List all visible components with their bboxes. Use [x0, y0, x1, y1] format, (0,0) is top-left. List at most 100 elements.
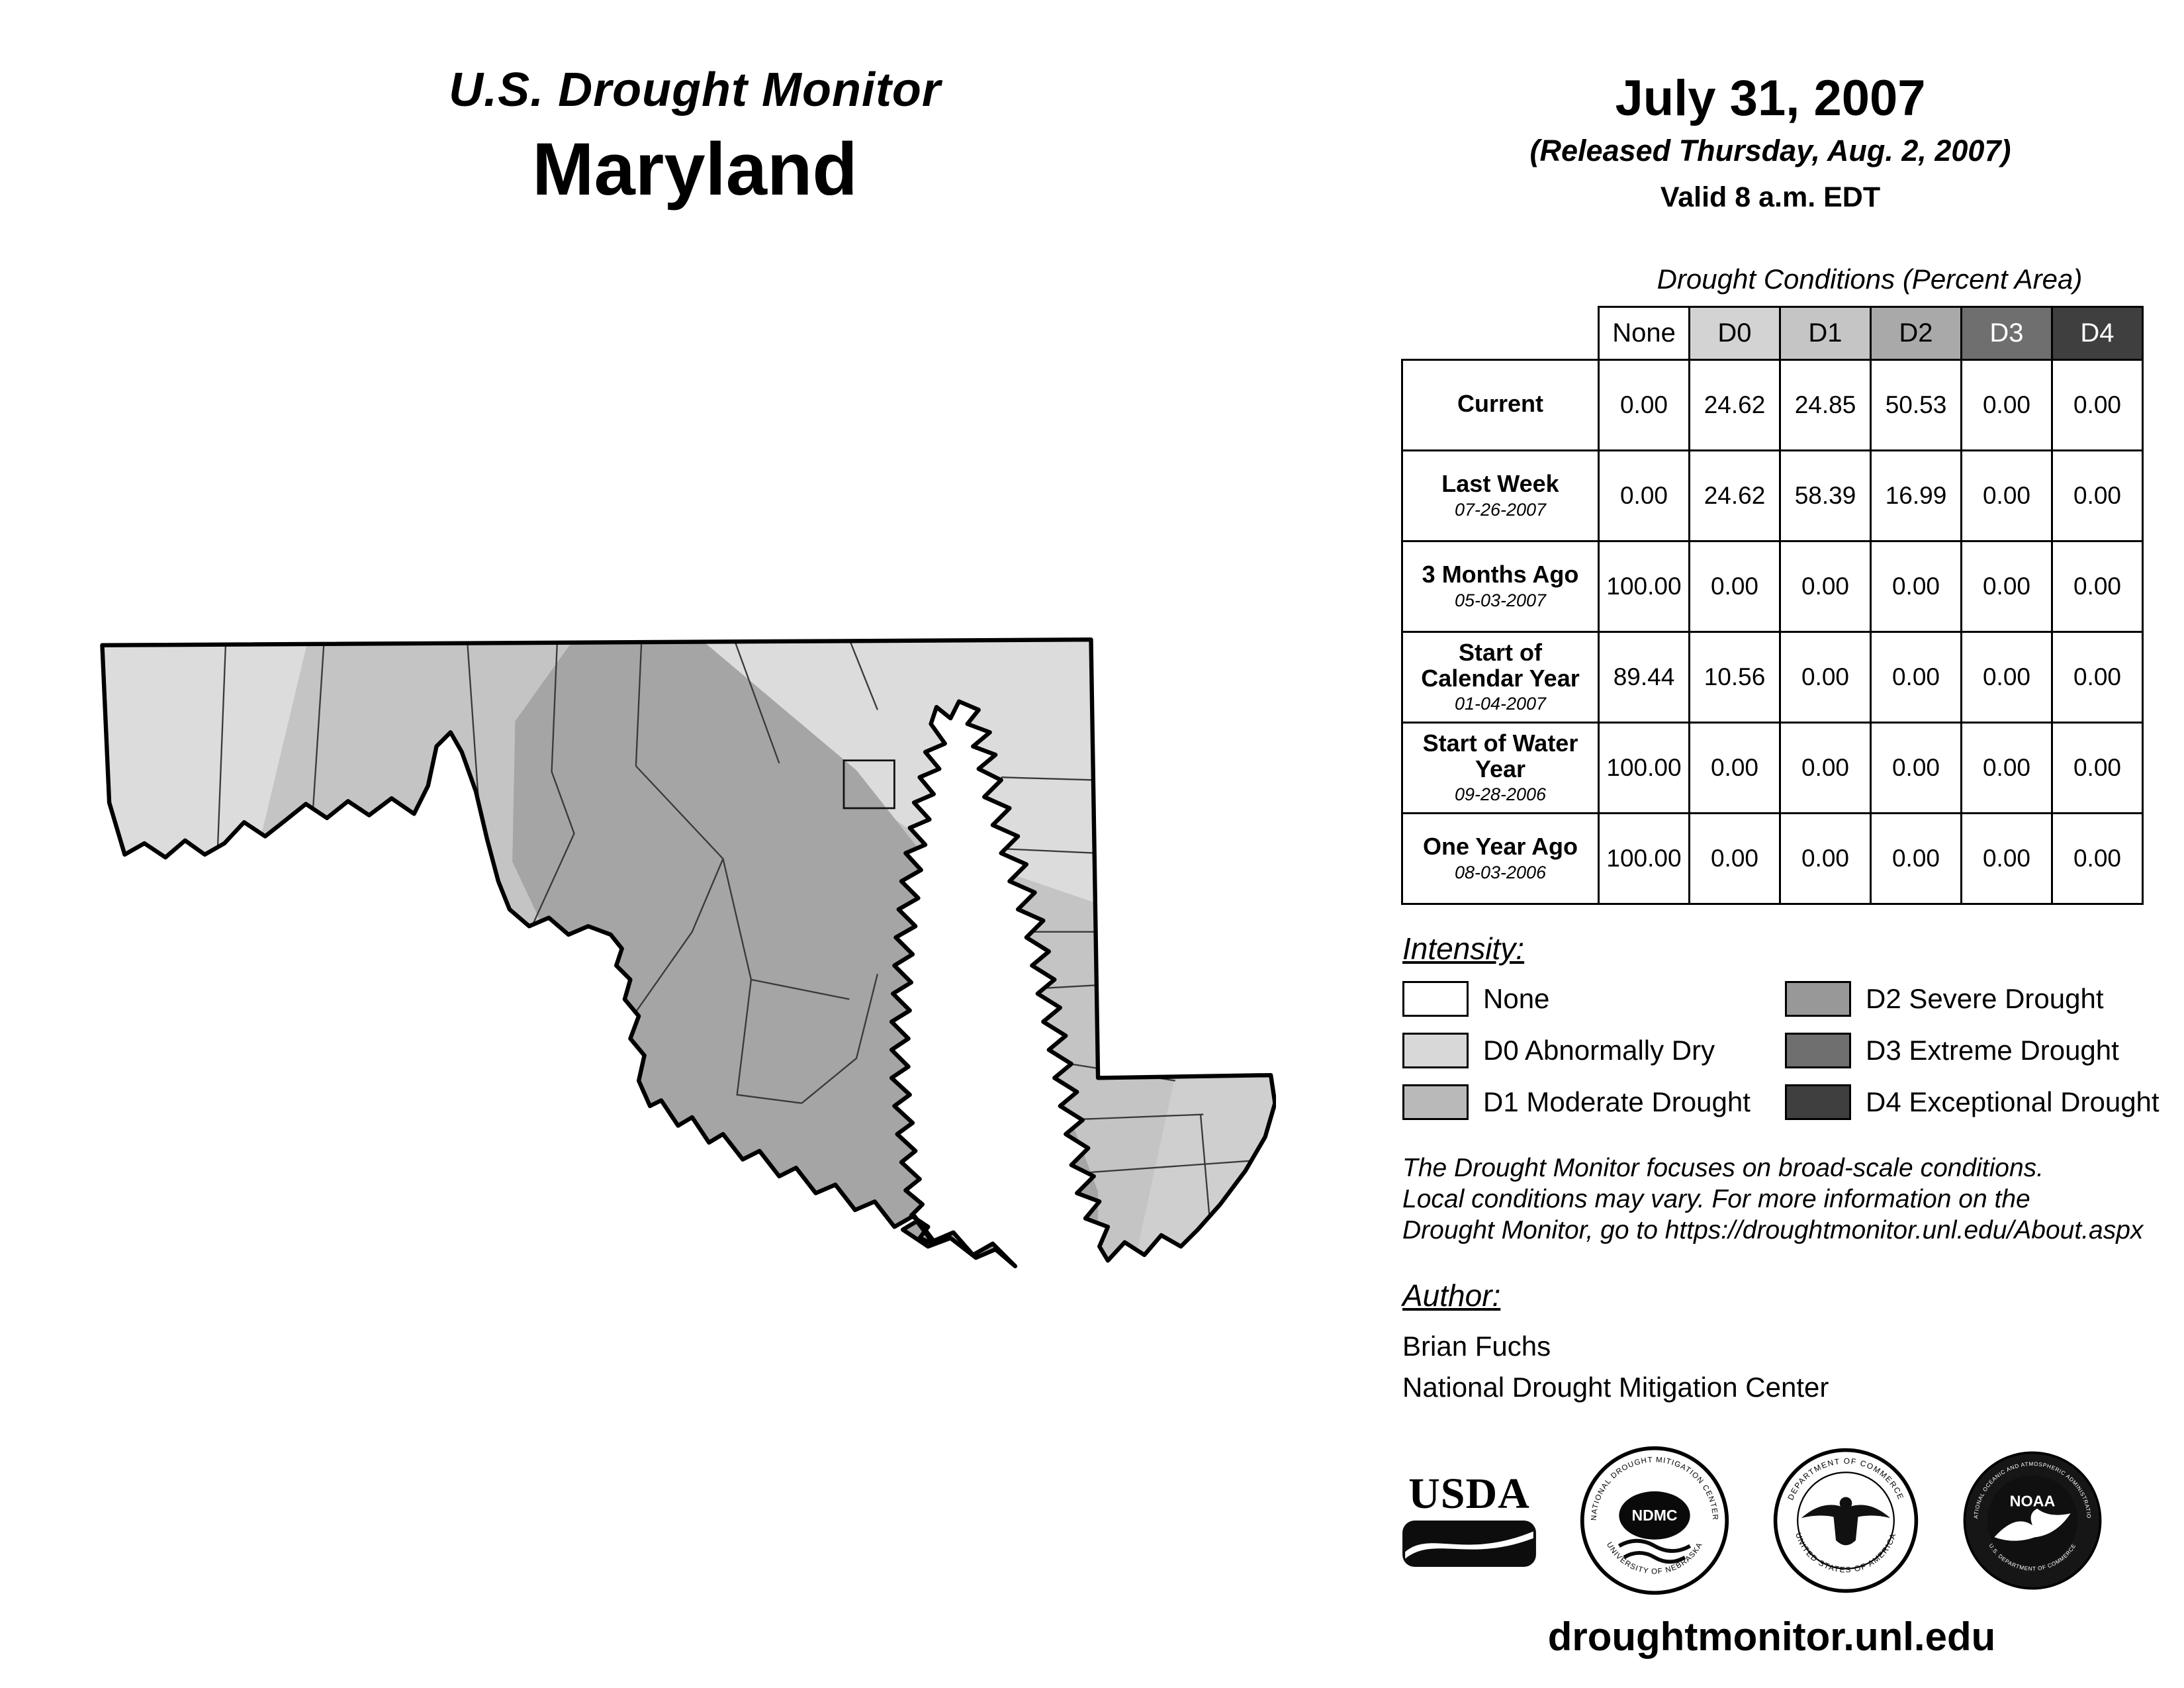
value-cell: 0.00 [1779, 812, 1872, 905]
disclaimer-line: Local conditions may vary. For more info… [1402, 1184, 2030, 1213]
ndmc-seal-icon: NATIONAL DROUGHT MITIGATION CENTER UNIVE… [1580, 1446, 1729, 1595]
value-cell: 100.00 [1598, 812, 1690, 905]
title-block: U.S. Drought Monitor Maryland [165, 63, 1224, 212]
value-cell: 0.00 [2051, 449, 2144, 542]
commerce-seal-icon: DEPARTMENT OF COMMERCE UNITED STATES OF … [1773, 1448, 1919, 1593]
row-label: Last Week 07-26-2007 [1401, 449, 1600, 542]
legend-swatch-none [1402, 981, 1469, 1017]
intensity-legend: None D0 Abnormally Dry D1 Moderate Droug… [1402, 981, 2160, 1120]
table-row: One Year Ago 08-03-2006 100.00 0.00 0.00 … [1401, 812, 2144, 905]
corner-cell [1402, 307, 1599, 360]
value-cell: 0.00 [1779, 540, 1872, 633]
value-cell: 0.00 [1960, 359, 2053, 451]
value-cell: 0.00 [1870, 722, 1962, 814]
value-cell: 0.00 [1960, 722, 2053, 814]
value-cell: 24.85 [1779, 359, 1872, 451]
usda-logo: USDA [1401, 1472, 1537, 1569]
value-cell: 0.00 [1870, 812, 1962, 905]
author-name: Brian Fuchs [1402, 1331, 1551, 1362]
commerce-eagle-icon [1801, 1497, 1891, 1546]
disclaimer-line: The Drought Monitor focuses on broad-sca… [1402, 1154, 2044, 1182]
ndmc-logo-text: NDMC [1632, 1507, 1678, 1524]
usda-symbol-icon [1402, 1520, 1536, 1568]
disclaimer-line: Drought Monitor, go to https://droughtmo… [1402, 1215, 2144, 1244]
valid-time: Valid 8 a.m. EDT [1660, 181, 1881, 213]
legend-item-d1: D1 Moderate Drought [1402, 1084, 1785, 1120]
disclaimer-text: The Drought Monitor focuses on broad-sca… [1402, 1153, 2183, 1246]
legend-item-d3: D3 Extreme Drought [1785, 1033, 2160, 1068]
author-heading: Author: [1402, 1278, 1501, 1313]
report-title: U.S. Drought Monitor [449, 64, 941, 117]
legend-swatch-d3 [1785, 1033, 1851, 1068]
legend-swatch-d4 [1785, 1084, 1851, 1120]
legend-swatch-d2 [1785, 981, 1851, 1017]
col-header-d4: D4 [2051, 306, 2144, 361]
legend-item-d0: D0 Abnormally Dry [1402, 1033, 1785, 1068]
value-cell: 0.00 [1598, 359, 1690, 451]
usda-logo-text: USDA [1408, 1470, 1530, 1518]
table-row: Current 0.00 24.62 24.85 50.53 0.00 0.00 [1401, 359, 2144, 451]
value-cell: 0.00 [1960, 631, 2053, 724]
value-cell: 0.00 [1779, 722, 1872, 814]
col-header-d2: D2 [1870, 306, 1962, 361]
row-label: 3 Months Ago 05-03-2007 [1401, 540, 1600, 633]
value-cell: 16.99 [1870, 449, 1962, 542]
value-cell: 50.53 [1870, 359, 1962, 451]
value-cell: 0.00 [1688, 540, 1781, 633]
value-cell: 89.44 [1598, 631, 1690, 724]
value-cell: 0.00 [2051, 812, 2144, 905]
report-date: July 31, 2007 [1615, 70, 1926, 126]
value-cell: 10.56 [1688, 631, 1781, 724]
noaa-bird-icon [1994, 1509, 2071, 1541]
noaa-logo-text: NOAA [2010, 1492, 2056, 1509]
row-label: Start of Calendar Year 01-04-2007 [1401, 631, 1600, 724]
date-block: July 31, 2007 (Released Thursday, Aug. 2… [1403, 70, 2138, 214]
value-cell: 0.00 [2051, 540, 2144, 633]
drought-conditions-table: None D0 D1 D2 D3 D4 Current 0.00 24.62 2… [1401, 306, 2144, 905]
table-row: 3 Months Ago 05-03-2007 100.00 0.00 0.00 … [1401, 540, 2144, 633]
value-cell: 0.00 [1960, 812, 2053, 905]
value-cell: 0.00 [1960, 449, 2053, 542]
d0-region-west [102, 639, 309, 890]
noaa-seal-icon: NATIONAL OCEANIC AND ATMOSPHERIC ADMINIS… [1961, 1449, 2102, 1590]
row-label: Start of Water Year 09-28-2006 [1401, 722, 1600, 814]
value-cell: 100.00 [1598, 540, 1690, 633]
value-cell: 0.00 [1870, 540, 1962, 633]
table-row: Start of Calendar Year 01-04-2007 89.44 1… [1401, 631, 2144, 724]
value-cell: 0.00 [2051, 722, 2144, 814]
intensity-heading: Intensity: [1402, 931, 1525, 966]
value-cell: 24.62 [1688, 449, 1781, 542]
col-header-none: None [1598, 306, 1690, 361]
row-label: One Year Ago 08-03-2006 [1401, 812, 1600, 905]
table-row: Start of Water Year 09-28-2006 100.00 0.0… [1401, 722, 2144, 814]
value-cell: 0.00 [1960, 540, 2053, 633]
table-row: Last Week 07-26-2007 0.00 24.62 58.39 16.… [1401, 449, 2144, 542]
col-header-d1: D1 [1779, 306, 1872, 361]
col-header-d3: D3 [1960, 306, 2053, 361]
legend-item-d4: D4 Exceptional Drought [1785, 1084, 2160, 1120]
value-cell: 0.00 [1688, 722, 1781, 814]
value-cell: 0.00 [2051, 631, 2144, 724]
col-header-d0: D0 [1688, 306, 1781, 361]
table-header-row: None D0 D1 D2 D3 D4 [1402, 306, 2144, 361]
region-title: Maryland [532, 128, 858, 211]
value-cell: 0.00 [1779, 631, 1872, 724]
value-cell: 0.00 [1598, 449, 1690, 542]
author-block: Author: Brian Fuchs National Drought Mit… [1402, 1278, 1829, 1403]
legend-swatch-d0 [1402, 1033, 1469, 1068]
value-cell: 24.62 [1688, 359, 1781, 451]
value-cell: 0.00 [2051, 359, 2144, 451]
maryland-map-svg [90, 637, 1276, 1269]
legend-swatch-d1 [1402, 1084, 1469, 1120]
released-date: (Released Thursday, Aug. 2, 2007) [1529, 134, 2011, 167]
baltimore-city-boundary [842, 759, 895, 810]
row-label: Current [1401, 359, 1600, 451]
website-url: droughtmonitor.unl.edu [1547, 1615, 1996, 1659]
table-title: Drought Conditions (Percent Area) [1657, 263, 2083, 295]
logos-row: USDA NATIONAL DROUGHT MITIGATION CENTER … [1401, 1442, 2156, 1599]
author-organization: National Drought Mitigation Center [1402, 1372, 1829, 1403]
legend-item-d2: D2 Severe Drought [1785, 981, 2160, 1017]
legend-item-none: None [1402, 981, 1785, 1017]
value-cell: 0.00 [1688, 812, 1781, 905]
value-cell: 100.00 [1598, 722, 1690, 814]
